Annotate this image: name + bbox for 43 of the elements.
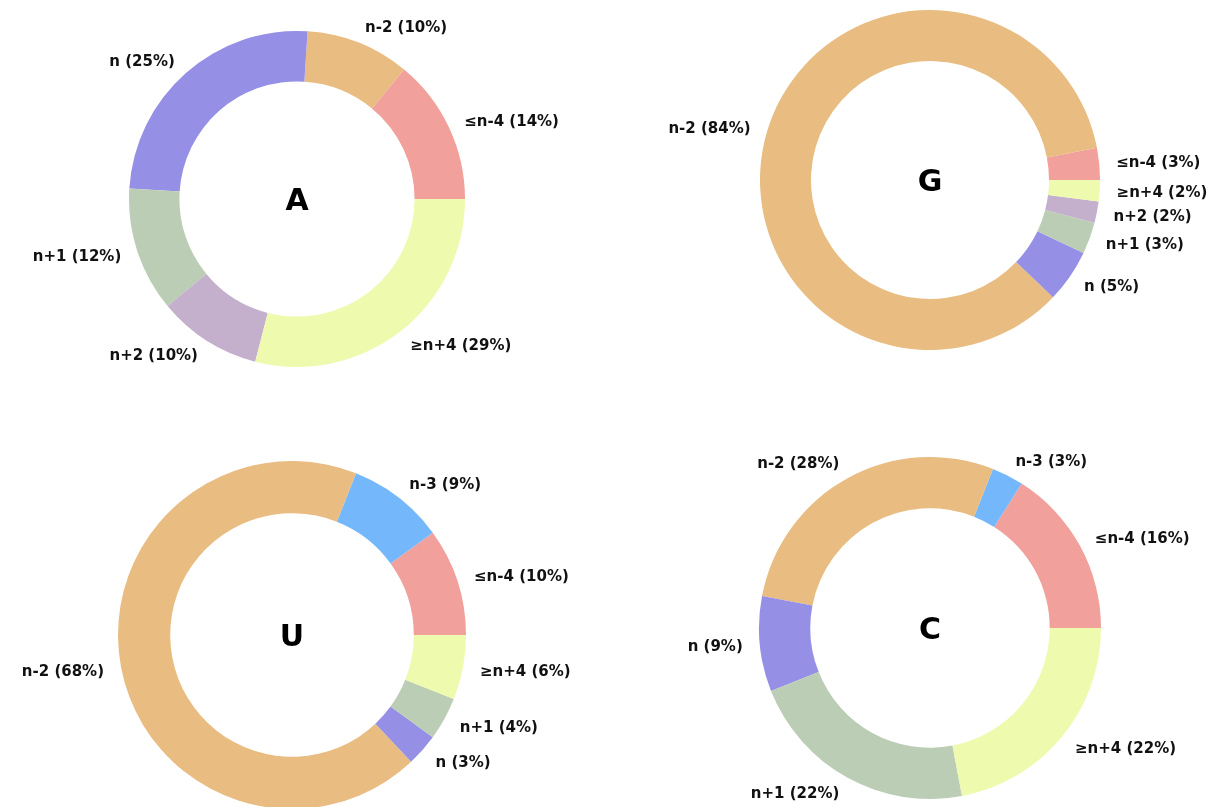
- slice-label: ≥n+4 (2%): [1116, 183, 1208, 202]
- donut-slice: [974, 469, 1022, 527]
- donut-slice: [1045, 195, 1099, 223]
- slice-label: n+1 (3%): [1105, 235, 1184, 254]
- slice-label: n+1 (12%): [32, 247, 122, 266]
- donut-slice: [1037, 209, 1095, 254]
- text: A: [285, 181, 310, 217]
- slice-label: n (9%): [687, 636, 743, 655]
- text: U: [279, 617, 305, 653]
- slice-label: n (25%): [109, 51, 175, 70]
- slice-label: ≤n-4 (3%): [1116, 153, 1201, 172]
- slice-label: ≥n+4 (29%): [410, 336, 512, 355]
- donut-slice: [375, 706, 433, 762]
- donut-slice: [1046, 147, 1100, 180]
- slice-label: n (3%): [435, 752, 491, 771]
- slice-label: ≥n+4 (22%): [1074, 739, 1177, 758]
- slice-label: n-2 (10%): [365, 18, 448, 37]
- slice-label: ≤n-4 (14%): [464, 111, 559, 130]
- slice-label: n (5%): [1084, 277, 1140, 296]
- slice-label: n+1 (4%): [459, 718, 538, 737]
- slice-label: n+1 (22%): [750, 784, 840, 803]
- donut-slice: [1048, 180, 1100, 202]
- slice-label: ≤n-4 (10%): [474, 567, 569, 586]
- donut-slice: [760, 10, 1097, 350]
- donut-slice: [1016, 231, 1084, 298]
- slice-label: n-2 (28%): [757, 454, 840, 473]
- donut-slice: [371, 69, 465, 199]
- donut-slice: [118, 461, 412, 807]
- donut-slice: [759, 595, 819, 691]
- slice-label: n-3 (9%): [409, 475, 482, 494]
- slice-label: ≥n+4 (6%): [480, 662, 571, 681]
- donut-slice: [390, 679, 454, 738]
- slice-label: ≤n-4 (16%): [1094, 528, 1190, 547]
- text: C: [918, 610, 942, 646]
- slice-label: n-3 (3%): [1015, 451, 1088, 470]
- slice-label: n-2 (84%): [668, 118, 751, 137]
- slice-label: n+2 (2%): [1113, 206, 1192, 225]
- donut-slice: [129, 188, 207, 307]
- text: G: [917, 162, 943, 198]
- donut-slice: [390, 532, 466, 635]
- slice-label: n-2 (68%): [21, 662, 104, 681]
- slice-label: n+2 (10%): [109, 346, 198, 365]
- donut-slice: [405, 635, 466, 700]
